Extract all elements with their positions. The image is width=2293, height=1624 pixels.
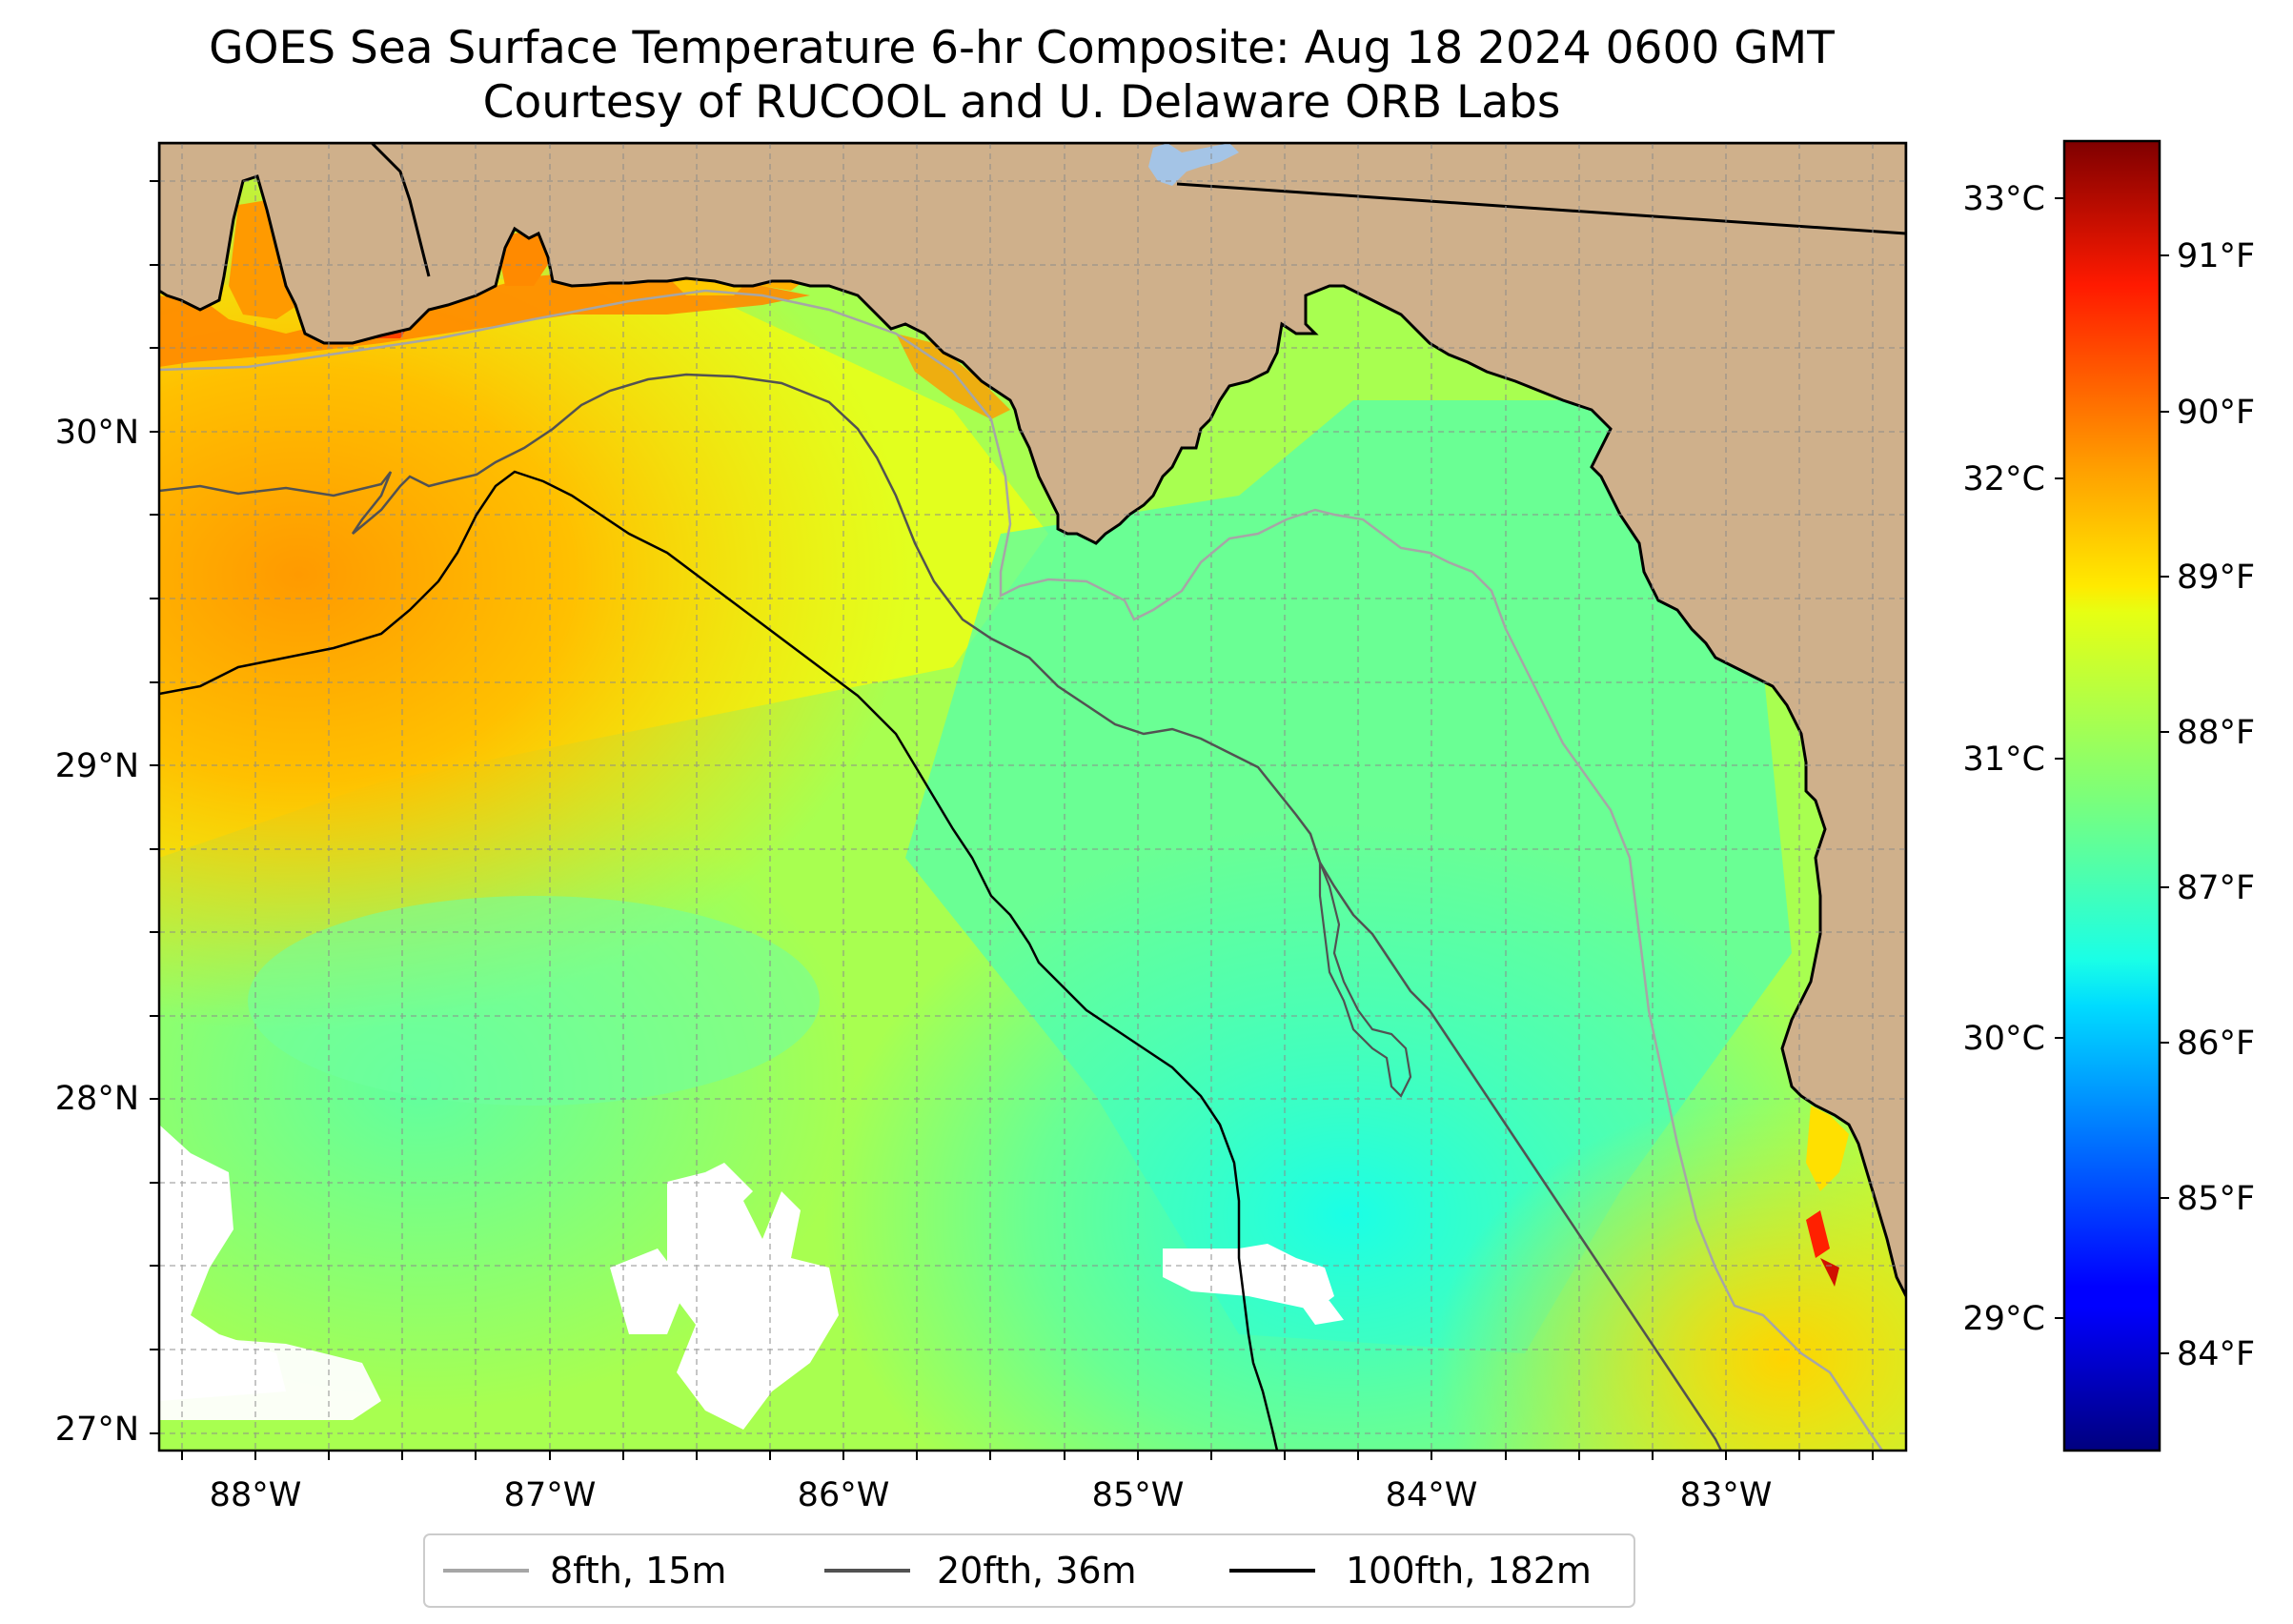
lat-label-27n: 27°N [55,1411,139,1449]
lat-label-29n: 29°N [55,747,139,785]
colorbar-label-85f: 85°F [2177,1180,2255,1218]
contour-20fth-36m [159,373,1723,1451]
colorbar: 29°C 30°C 31°C 32°C 33°C 84°F 85°F 86°F … [1963,139,2255,1452]
legend-label-20fth: 20fth, 36m [937,1550,1137,1592]
colorbar-label-87f: 87°F [2177,869,2255,907]
colorbar-label-90f: 90°F [2177,394,2255,432]
land-mass [159,143,1906,1297]
colorbar-label-89f: 89°F [2177,558,2255,597]
no-data-areas [159,1125,1344,1430]
lon-label-87w: 87°W [504,1476,597,1514]
contour-8fth-15m [159,289,1884,1451]
colorbar-label-29c: 29°C [1963,1300,2045,1338]
contour-100fth-182m [159,470,1279,1451]
colorbar-label-33c: 33°C [1963,180,2045,218]
legend-label-100fth: 100fth, 182m [1346,1550,1592,1592]
colorbar-f-ticks [2160,254,2169,1354]
colorbar-label-84f: 84°F [2177,1335,2255,1373]
colorbar-c-ticks [2055,197,2064,1319]
map-plot-area [159,143,1906,1451]
isobath-legend: 8fth, 15m 20fth, 36m 100fth, 182m [423,1533,1635,1608]
state-boundary [1176,182,1906,235]
lon-label-88w: 88°W [210,1476,302,1514]
colorbar-label-88f: 88°F [2177,714,2255,752]
colorbar-gradient [2062,139,2161,1452]
colorbar-label-91f: 91°F [2177,237,2255,275]
lon-ticks [181,1451,1874,1460]
legend-label-8fth: 8fth, 15m [550,1550,726,1592]
colorbar-label-32c: 32°C [1963,460,2045,498]
lat-label-30n: 30°N [55,414,139,452]
lon-label-83w: 83°W [1680,1476,1773,1514]
lon-label-84w: 84°W [1386,1476,1478,1514]
state-boundary-west [370,143,431,277]
gridlines [159,143,1906,1451]
title-line-2: Courtesy of RUCOOL and U. Delaware ORB L… [483,76,1561,129]
map-frame [157,141,1908,1452]
lake [1148,143,1239,186]
lat-ticks [150,180,159,1434]
lon-label-85w: 85°W [1092,1476,1185,1514]
colorbar-label-86f: 86°F [2177,1025,2255,1063]
lat-label-28n: 28°N [55,1080,139,1118]
legend-box [423,1533,1635,1608]
colorbar-label-31c: 31°C [1963,741,2045,779]
colorbar-label-30c: 30°C [1963,1020,2045,1058]
title-line-1: GOES Sea Surface Temperature 6-hr Compos… [209,22,1835,74]
contour-islands-20fth [1318,862,1412,1098]
lon-label-86w: 86°W [798,1476,890,1514]
